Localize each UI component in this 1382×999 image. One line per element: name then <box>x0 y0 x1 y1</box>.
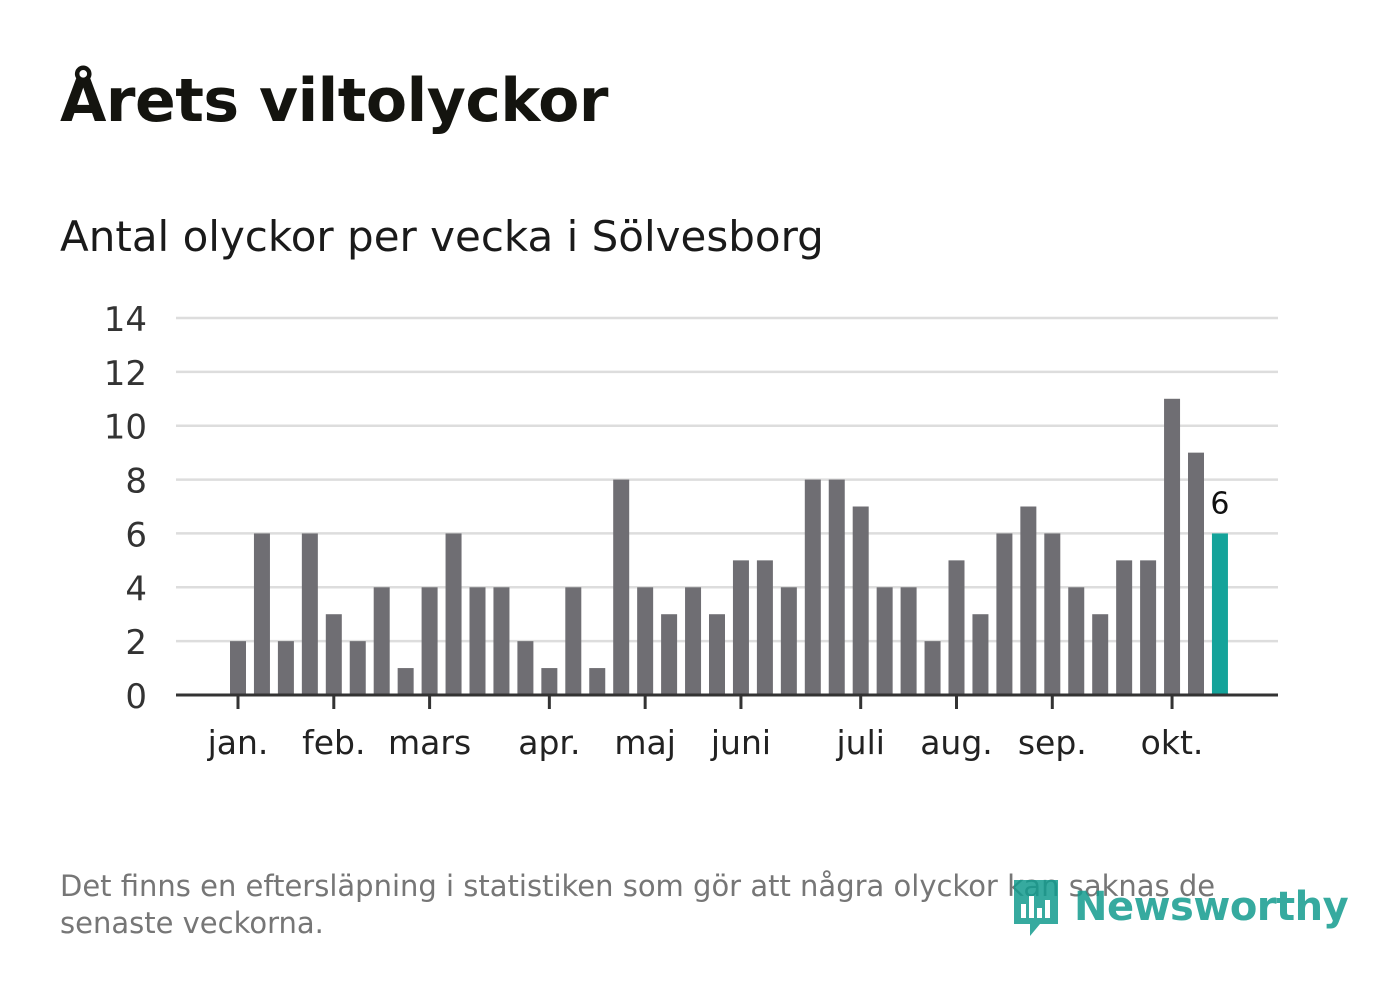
x-tick-label: juli <box>835 723 884 762</box>
y-tick-label: 0 <box>125 677 147 717</box>
bar <box>565 587 582 695</box>
bar <box>397 668 414 695</box>
bar <box>996 533 1013 695</box>
bar <box>469 587 486 695</box>
bar <box>613 479 630 695</box>
bar <box>349 641 366 695</box>
bar <box>253 533 270 695</box>
x-tick-label: feb. <box>302 723 365 762</box>
bar <box>325 614 342 695</box>
y-tick-label: 8 <box>125 462 147 502</box>
bar <box>541 668 558 695</box>
y-tick-label: 10 <box>104 408 147 448</box>
bar <box>421 587 438 695</box>
chart-subtitle: Antal olyckor per vecka i Sölvesborg <box>60 212 824 261</box>
bar <box>900 587 917 695</box>
bar <box>661 614 678 695</box>
logo-text: Newsworthy <box>1074 884 1349 930</box>
bar <box>1116 560 1133 695</box>
bar <box>948 560 965 695</box>
bar <box>373 587 390 695</box>
bar <box>780 587 797 695</box>
bar <box>1188 452 1204 695</box>
bar <box>828 479 845 695</box>
bar <box>852 506 869 695</box>
y-tick-label: 2 <box>125 623 147 663</box>
bar <box>277 641 294 695</box>
bar <box>493 587 510 695</box>
bar <box>732 560 749 695</box>
bar <box>517 641 534 695</box>
y-tick-label: 12 <box>104 354 147 394</box>
x-tick-label: apr. <box>518 723 580 762</box>
bar <box>876 587 893 695</box>
x-tick-label: aug. <box>920 723 993 762</box>
bar <box>230 641 246 695</box>
y-tick-label: 6 <box>125 515 147 555</box>
bar <box>1020 506 1037 695</box>
x-tick-label: mars <box>388 723 471 762</box>
bar <box>1140 560 1157 695</box>
bar <box>589 668 606 695</box>
x-tick-label: okt. <box>1141 723 1204 762</box>
bar <box>804 479 821 695</box>
data-label: 6 <box>1210 486 1229 521</box>
bar <box>445 533 462 695</box>
bar <box>924 641 941 695</box>
x-tick-label: jan. <box>207 723 269 762</box>
newsworthy-logo-icon <box>1014 880 1058 936</box>
x-tick-label: juni <box>710 723 771 762</box>
bar <box>1068 587 1085 695</box>
chart-title: Årets viltolyckor <box>60 66 609 136</box>
bar <box>972 614 989 695</box>
bar-highlight <box>1211 533 1228 695</box>
y-tick-label: 14 <box>104 300 147 340</box>
bar <box>709 614 725 695</box>
x-tick-label: maj <box>614 723 676 762</box>
y-tick-label: 4 <box>125 569 147 609</box>
bar <box>1044 533 1061 695</box>
bar <box>637 587 654 695</box>
bar <box>1164 398 1181 695</box>
bar <box>301 533 318 695</box>
bar <box>756 560 773 695</box>
x-tick-label: sep. <box>1018 723 1087 762</box>
bar <box>685 587 702 695</box>
newsworthy-logo: Newsworthy <box>1010 872 1349 942</box>
bar <box>1092 614 1109 695</box>
